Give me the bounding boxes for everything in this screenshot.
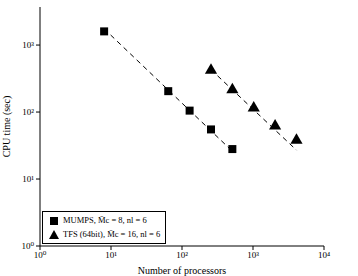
html-text:TFS (64bit), M̄c = 16, nl = 6: TFS (64bit), M̄c = 16, nl = 6 (63, 229, 161, 239)
html-text:MUMPS, M̄c = 8, nl = 6: MUMPS, M̄c = 8, nl = 6 (63, 215, 147, 226)
svg-text:10¹: 10¹ (105, 250, 117, 260)
svg-text:10²: 10² (22, 107, 34, 117)
svg-text:10⁴: 10⁴ (318, 250, 330, 260)
svg-text:10³: 10³ (22, 40, 34, 50)
svg-text:CPU time (sec): CPU time (sec) (8, 96, 13, 158)
svg-text:10⁰: 10⁰ (34, 250, 47, 260)
svg-text:10³: 10³ (247, 250, 259, 260)
svg-text:10²: 10² (176, 250, 188, 260)
svg-text:Number of processors: Number of processors (138, 265, 226, 276)
svg-text:10¹: 10¹ (22, 174, 34, 184)
svg-text:10⁰: 10⁰ (21, 241, 34, 251)
